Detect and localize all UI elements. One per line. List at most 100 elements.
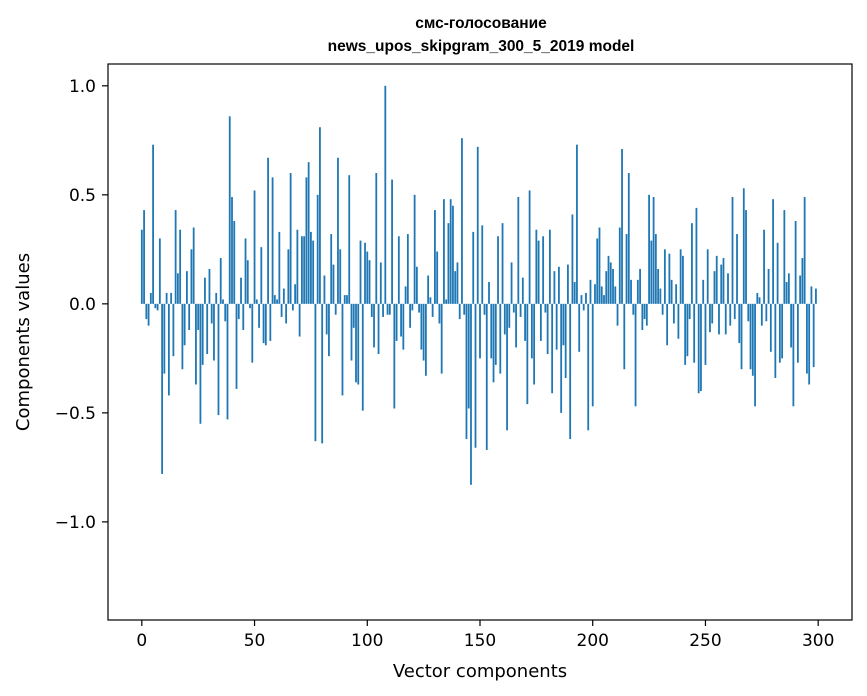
bar-259: [724, 303, 727, 335]
x-tick-label: 100: [351, 631, 383, 651]
bar-32: [213, 303, 215, 361]
bar-297: [810, 286, 813, 304]
bar-52: [258, 303, 260, 328]
bar-71: [300, 236, 303, 304]
bar-79: [319, 127, 321, 304]
bar-95: [355, 303, 357, 383]
bar-292: [799, 275, 802, 304]
bar-209: [612, 268, 614, 304]
bar-184: [555, 303, 558, 350]
bar-290: [794, 220, 797, 304]
bar-172: [528, 190, 531, 304]
bar-255: [715, 255, 718, 304]
bar-273: [756, 292, 759, 304]
bar-123: [418, 303, 421, 313]
bar-19: [183, 303, 186, 346]
bar-121: [413, 194, 416, 304]
bar-153: [485, 303, 488, 450]
bar-232: [663, 249, 666, 304]
bar-143: [463, 303, 466, 315]
bar-37: [224, 303, 227, 322]
bar-174: [533, 303, 536, 385]
bar-149: [476, 146, 479, 304]
bar-20: [186, 271, 188, 304]
bar-47: [246, 260, 249, 304]
bar-167: [517, 197, 520, 304]
bar-126: [424, 303, 427, 376]
bar-118: [406, 234, 409, 304]
bar-261: [729, 303, 732, 326]
bar-244: [691, 223, 693, 304]
bar-176: [537, 240, 540, 304]
bar-33: [215, 292, 218, 304]
bar-214: [623, 303, 626, 370]
bar-21: [188, 303, 191, 330]
bar-114: [397, 236, 400, 304]
bar-294: [803, 197, 806, 304]
bar-265: [738, 303, 741, 344]
bar-50: [253, 190, 256, 304]
bar-282: [776, 242, 779, 304]
bar-43: [237, 303, 240, 320]
bar-90: [343, 295, 346, 304]
bar-206: [605, 271, 608, 304]
bar-187: [562, 303, 565, 346]
bar-296: [808, 303, 811, 385]
bar-107: [382, 303, 384, 317]
bar-30: [208, 268, 211, 304]
bar-148: [474, 303, 477, 448]
bar-9: [161, 303, 164, 474]
bar-271: [751, 303, 754, 376]
bar-93: [350, 303, 353, 361]
bar-5: [152, 144, 154, 304]
bar-183: [553, 271, 556, 304]
bar-141: [458, 303, 461, 320]
bar-49: [251, 303, 254, 363]
bar-211: [616, 303, 619, 326]
bar-257: [720, 264, 723, 304]
bar-154: [488, 282, 490, 304]
bar-129: [431, 303, 434, 317]
bar-108: [384, 85, 387, 304]
bar-247: [697, 303, 700, 394]
bar-36: [222, 299, 224, 304]
bar-285: [783, 210, 786, 304]
bar-227: [652, 197, 655, 304]
bar-35: [219, 258, 222, 304]
bar-295: [806, 303, 808, 374]
bar-213: [621, 149, 623, 304]
bar-226: [650, 240, 653, 304]
bar-230: [659, 288, 662, 304]
bar-281: [774, 303, 777, 378]
bar-138: [452, 205, 454, 304]
bar-110: [388, 303, 391, 315]
bar-165: [512, 303, 515, 313]
bar-40: [231, 197, 233, 304]
bar-1: [143, 210, 145, 304]
bar-246: [695, 207, 698, 304]
bar-268: [745, 210, 747, 304]
bar-87: [337, 157, 339, 304]
bar-72: [303, 236, 306, 304]
bar-97: [359, 240, 362, 304]
chart-subtitle: news_upos_skipgram_300_5_2019 model: [328, 38, 635, 55]
y-tick-label: 0.0: [69, 295, 96, 315]
bar-287: [787, 273, 790, 304]
bar-102: [370, 303, 373, 317]
bar-18: [181, 303, 184, 370]
bar-106: [379, 262, 382, 304]
bar-84: [330, 234, 333, 304]
bar-88: [339, 249, 342, 304]
bar-15: [174, 210, 177, 304]
bar-14: [172, 303, 175, 357]
bar-164: [510, 262, 513, 304]
bar-208: [609, 262, 612, 304]
bar-263: [733, 303, 736, 320]
bar-67: [291, 303, 294, 311]
bar-293: [801, 258, 804, 304]
bar-53: [260, 247, 263, 304]
bar-299: [815, 288, 817, 304]
bar-260: [727, 273, 729, 304]
bar-178: [542, 236, 545, 304]
